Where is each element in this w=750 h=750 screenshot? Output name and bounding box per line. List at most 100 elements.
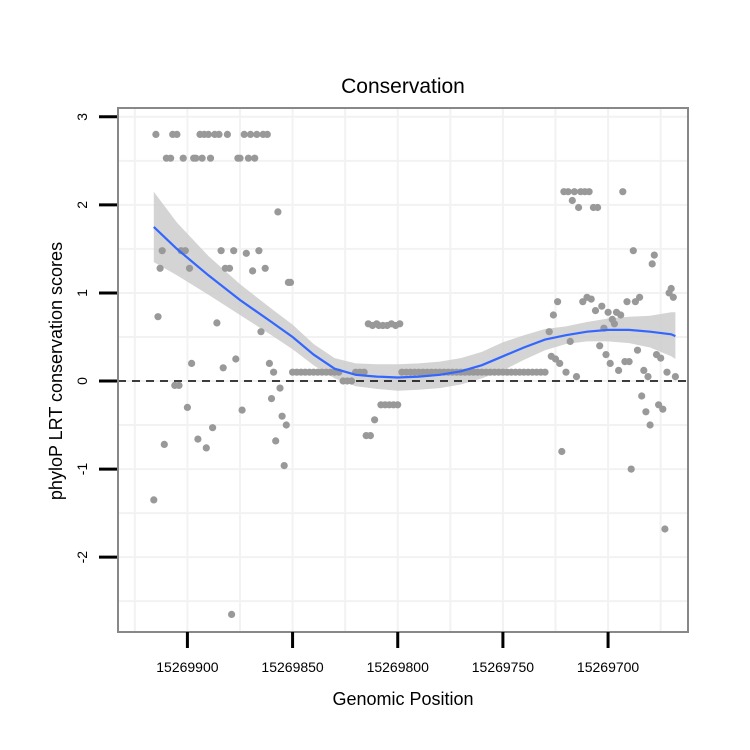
data-point (183, 403, 191, 411)
data-point (562, 368, 570, 376)
smooth-line-layer (153, 226, 676, 379)
data-point (669, 293, 677, 301)
data-point (575, 203, 583, 212)
data-point (570, 188, 579, 196)
data-point (568, 196, 576, 205)
data-point (629, 247, 637, 255)
y-tick-label: 2 (74, 201, 90, 209)
data-point (219, 364, 227, 372)
data-point (286, 278, 295, 286)
data-point (657, 354, 665, 362)
data-point (360, 368, 368, 376)
data-point (663, 368, 671, 376)
data-point (206, 154, 215, 162)
data-point (627, 465, 635, 473)
data-point (606, 359, 614, 367)
data-point (209, 424, 217, 432)
data-point (564, 188, 572, 196)
data-point (255, 247, 263, 255)
data-point (591, 307, 600, 315)
data-point (347, 377, 356, 385)
data-point (156, 264, 164, 272)
data-point (223, 130, 231, 138)
data-point (181, 247, 189, 255)
data-point (185, 264, 194, 272)
data-point (394, 401, 402, 409)
data-point (257, 328, 265, 336)
y-tick-label: -1 (74, 463, 90, 476)
data-point (661, 525, 669, 533)
data-point (642, 408, 650, 416)
confidence-ribbon (153, 191, 676, 391)
data-point (625, 358, 633, 366)
data-point (585, 188, 593, 196)
x-tick-label: 15269900 (156, 659, 219, 675)
data-point (265, 359, 273, 367)
data-point (270, 368, 278, 376)
data-point (215, 130, 223, 138)
chart-title: Conservation (341, 75, 465, 98)
data-point (558, 447, 566, 456)
data-point (230, 247, 238, 255)
data-point (545, 328, 553, 336)
data-point (280, 462, 288, 470)
data-point (228, 610, 236, 619)
data-point (610, 320, 619, 328)
data-point (541, 368, 549, 376)
confidence-ribbon-layer (153, 191, 676, 391)
data-point (261, 264, 269, 272)
data-point (276, 384, 284, 392)
data-point (640, 366, 648, 374)
x-axis-label: Genomic Position (332, 689, 473, 709)
y-axis: -2 -1 0 1 2 3 (74, 113, 117, 563)
data-point (217, 247, 225, 255)
data-point (246, 130, 255, 138)
data-point (253, 130, 261, 138)
data-point (644, 373, 652, 381)
data-point (198, 154, 206, 162)
data-point (619, 188, 627, 196)
data-point (566, 337, 574, 345)
data-point (150, 496, 158, 504)
data-point (236, 154, 244, 162)
data-point (667, 284, 675, 293)
loess-smooth-line (153, 226, 676, 379)
data-point (192, 154, 200, 162)
data-point (594, 203, 602, 212)
data-point (240, 130, 248, 138)
data-point (152, 130, 160, 138)
data-point (650, 251, 658, 259)
data-point (263, 130, 271, 138)
x-axis: 15269900 15269850 15269800 15269750 15269700 (156, 632, 639, 675)
data-points-layer (150, 130, 680, 619)
data-point (179, 154, 187, 162)
data-point (396, 320, 404, 328)
data-point (615, 366, 623, 374)
data-point (554, 298, 562, 306)
data-point (242, 249, 250, 257)
data-point (238, 406, 246, 414)
data-point (366, 432, 374, 440)
data-point (154, 313, 162, 321)
data-point (188, 359, 196, 367)
data-point (175, 381, 183, 389)
data-point (646, 421, 654, 429)
y-axis-label: phyloP LRT conservation scores (46, 242, 66, 500)
data-point (213, 319, 221, 327)
data-point (202, 444, 210, 452)
y-tick-label: 0 (74, 377, 90, 385)
x-tick-label: 15269750 (472, 659, 535, 675)
data-point (282, 421, 290, 429)
data-point (249, 267, 257, 275)
data-point (659, 405, 667, 413)
data-point (598, 302, 606, 310)
data-point (251, 154, 259, 162)
data-point (244, 154, 252, 162)
data-point (671, 373, 680, 381)
data-point (638, 392, 646, 400)
data-point (194, 435, 202, 443)
x-tick-label: 15269700 (577, 659, 640, 675)
data-point (232, 355, 240, 363)
data-point (278, 412, 286, 420)
